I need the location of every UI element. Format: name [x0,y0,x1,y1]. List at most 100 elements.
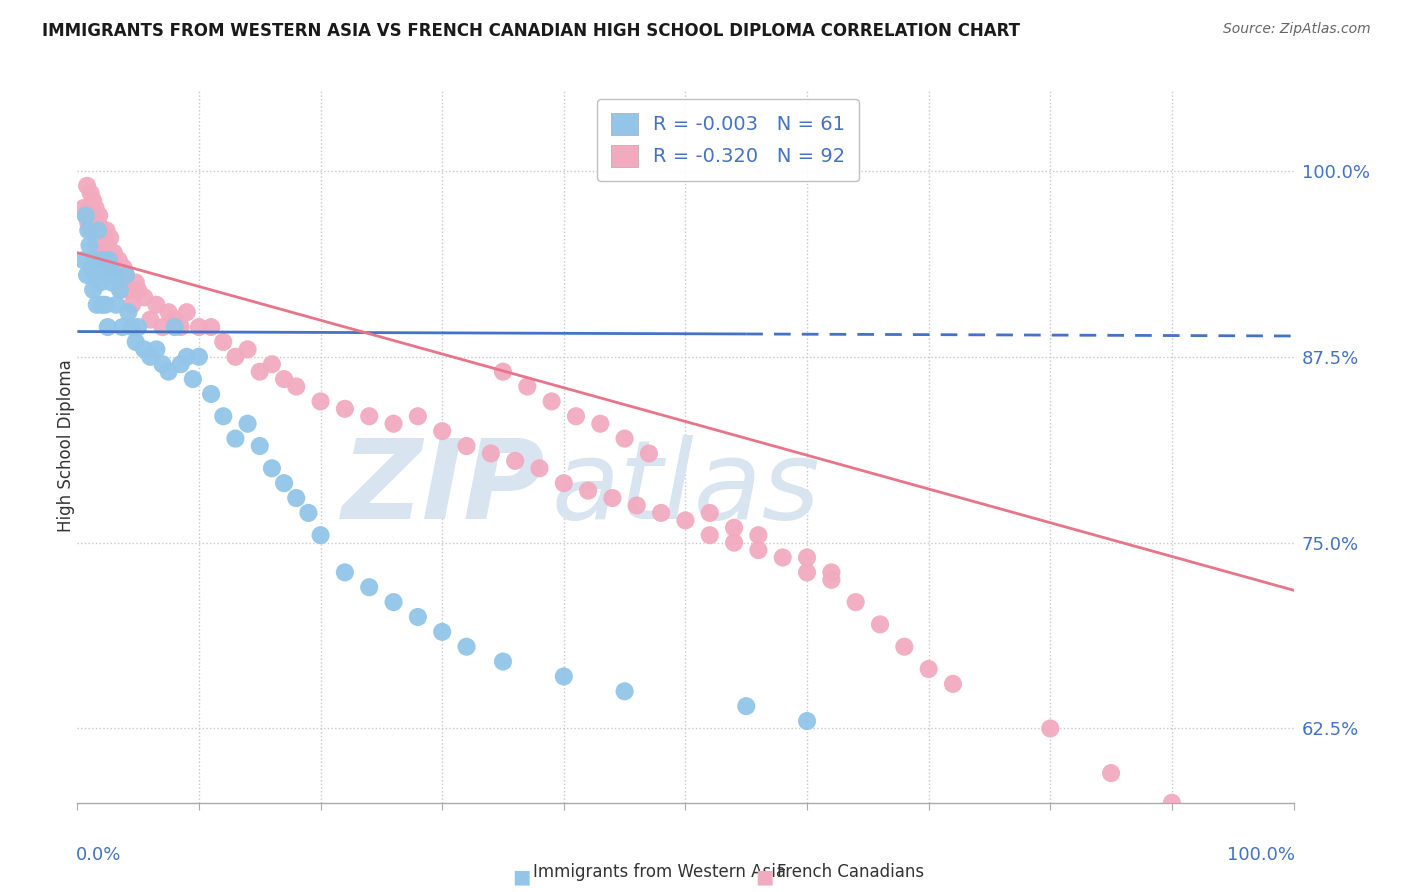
Point [236,343,259,357]
Point [188,350,211,364]
Point [89,209,111,223]
Point [723,535,745,549]
Point [529,461,551,475]
Point [89,253,111,268]
Point [297,506,319,520]
Point [86,238,108,252]
Point [75,209,97,223]
Point [127,320,149,334]
Text: 0.0%: 0.0% [76,846,121,863]
Point [735,699,758,714]
Point [893,640,915,654]
Point [76,268,98,282]
Point [77,223,100,237]
Point [212,334,235,349]
Point [97,253,120,268]
Point [100,260,122,275]
Point [796,550,818,565]
Point [115,268,138,282]
Point [638,446,661,460]
Point [260,461,283,475]
Point [200,320,222,334]
Point [145,298,167,312]
Point [90,223,112,237]
Point [869,617,891,632]
Text: 100.0%: 100.0% [1227,846,1295,863]
Point [200,387,222,401]
Point [613,684,636,698]
Point [699,528,721,542]
Text: ■: ■ [755,867,773,886]
Point [602,491,624,505]
Point [100,276,122,290]
Point [112,260,135,275]
Point [145,343,167,357]
Point [86,298,108,312]
Point [152,320,174,334]
Point [72,253,94,268]
Point [273,476,295,491]
Point [90,298,112,312]
Y-axis label: High School Diploma: High School Diploma [58,359,75,533]
Point [105,260,128,275]
Point [479,446,502,460]
Point [456,640,478,654]
Point [589,417,612,431]
Point [333,401,356,416]
Point [188,320,211,334]
Point [83,216,105,230]
Point [115,268,138,282]
Point [747,543,769,558]
Point [77,216,100,230]
Point [72,201,94,215]
Point [91,245,114,260]
Point [516,379,538,393]
Point [503,454,526,468]
Point [382,417,405,431]
Point [1039,722,1062,736]
Point [796,566,818,580]
Point [273,372,295,386]
Point [110,283,132,297]
Point [1099,766,1122,780]
Point [98,260,121,275]
Point [820,566,842,580]
Point [87,223,110,237]
Point [249,439,271,453]
Point [107,253,129,268]
Text: French Canadians: French Canadians [776,863,924,881]
Point [309,528,332,542]
Point [918,662,941,676]
Point [224,350,246,364]
Point [134,343,156,357]
Point [76,178,98,193]
Point [540,394,562,409]
Point [626,499,648,513]
Point [260,357,283,371]
Point [675,513,697,527]
Point [723,521,745,535]
Text: IMMIGRANTS FROM WESTERN ASIA VS FRENCH CANADIAN HIGH SCHOOL DIPLOMA CORRELATION : IMMIGRANTS FROM WESTERN ASIA VS FRENCH C… [42,22,1021,40]
Point [576,483,599,498]
Point [80,186,103,201]
Point [117,305,139,319]
Point [89,276,111,290]
Point [117,283,139,297]
Point [79,201,101,215]
Point [553,476,575,491]
Point [309,394,332,409]
Point [121,320,143,334]
Point [820,573,842,587]
Point [181,372,204,386]
Point [796,714,818,728]
Point [157,305,180,319]
Point [772,550,794,565]
Point [845,595,868,609]
Point [176,350,198,364]
Point [105,298,128,312]
Point [170,320,193,334]
Point [97,245,120,260]
Legend: R = -0.003   N = 61, R = -0.320   N = 92: R = -0.003 N = 61, R = -0.320 N = 92 [598,99,859,181]
Point [121,298,143,312]
Point [1161,796,1184,810]
